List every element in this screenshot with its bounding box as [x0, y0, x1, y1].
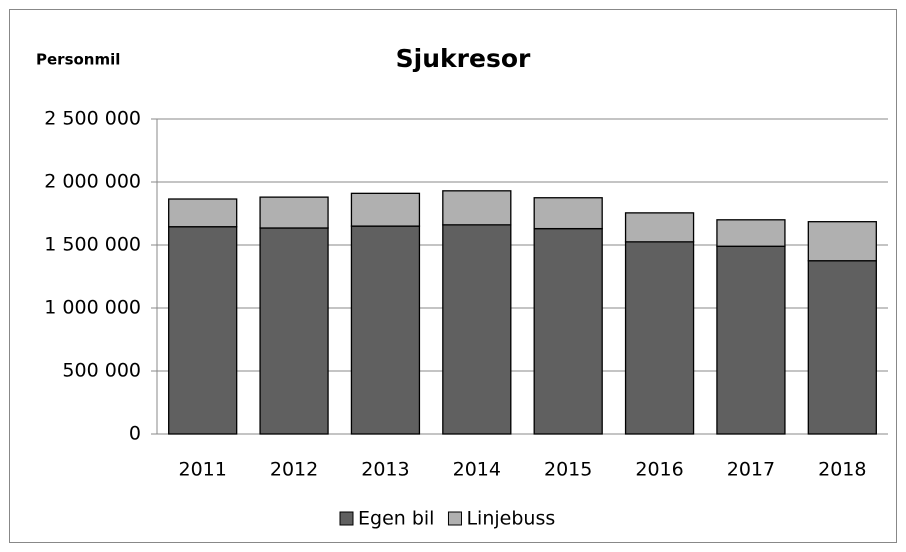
bar-segment	[807, 221, 877, 262]
legend-label: Egen bil	[358, 508, 434, 530]
bar-segment	[442, 190, 512, 226]
y-tick-label: 2 000 000	[44, 171, 141, 193]
bar-segment	[716, 245, 786, 435]
bar-segment	[168, 198, 238, 228]
y-tick-label: 1 500 000	[44, 234, 141, 256]
bar-segment	[624, 241, 695, 435]
legend-swatch	[339, 511, 354, 526]
bar-segment	[716, 219, 786, 247]
x-tick-label: 2017	[727, 459, 775, 481]
y-tick-label: 0	[129, 423, 141, 445]
x-tick-label: 2016	[635, 459, 683, 481]
y-tick-label: 1 000 000	[44, 297, 141, 319]
bar-segment	[442, 224, 512, 435]
y-axis-label: Personmil	[36, 51, 120, 69]
x-tick-label: 2012	[270, 459, 318, 481]
bar-segment	[168, 226, 238, 435]
x-tick-label: 2014	[453, 459, 501, 481]
bar-segment	[259, 227, 329, 435]
legend-swatch	[447, 511, 462, 526]
bar-segment	[624, 212, 695, 243]
x-tick-label: 2018	[818, 459, 866, 481]
x-tick-label: 2011	[179, 459, 227, 481]
y-tick-label: 500 000	[62, 360, 141, 382]
chart-title: Sjukresor	[396, 44, 531, 73]
bar-segment	[533, 197, 603, 230]
bar-segment	[259, 196, 329, 229]
bar-segment	[807, 260, 877, 435]
legend-label: Linjebuss	[466, 508, 555, 530]
bar-segment	[350, 225, 421, 435]
y-tick-label: 2 500 000	[44, 108, 141, 130]
x-tick-label: 2013	[361, 459, 409, 481]
x-tick-label: 2015	[544, 459, 592, 481]
bar-segment	[533, 227, 603, 435]
bar-segment	[350, 192, 421, 227]
